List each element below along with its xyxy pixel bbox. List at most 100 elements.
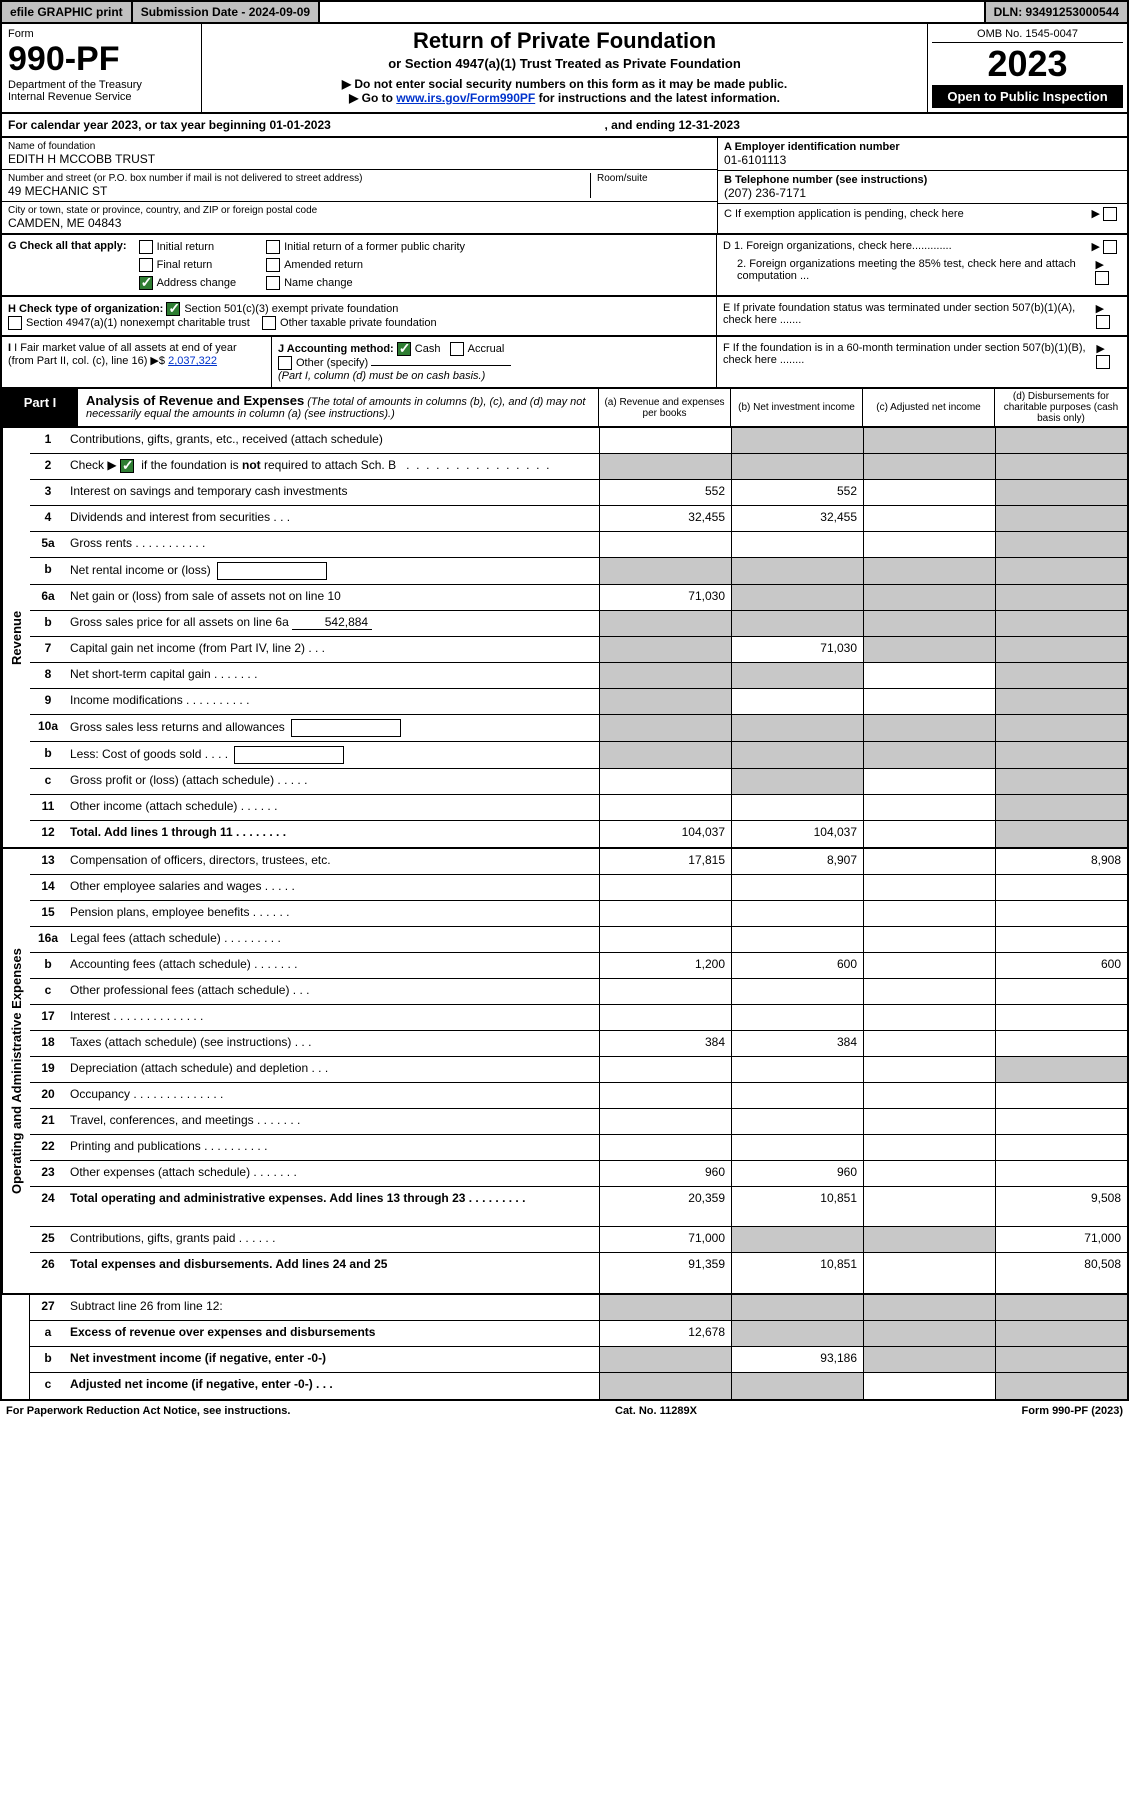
c-exemption-label: C If exemption application is pending, c… [724,208,964,220]
h-e-block: H Check type of organization: Section 50… [0,297,1129,337]
line-26: Total expenses and disbursements. Add li… [66,1253,599,1293]
room-label: Room/suite [597,173,711,184]
part1-label: Part I [2,389,78,426]
open-to-public: Open to Public Inspection [932,85,1123,108]
i-fmv-value[interactable]: 2,037,322 [168,355,217,367]
g-amended-return[interactable] [266,258,280,272]
e-checkbox[interactable] [1096,315,1110,329]
j-accrual[interactable] [450,342,464,356]
line-10b: Less: Cost of goods sold . . . . [66,742,599,768]
line-27: Subtract line 26 from line 12: [66,1295,599,1320]
form-number: 990-PF [8,40,195,79]
page-footer: For Paperwork Reduction Act Notice, see … [0,1401,1129,1421]
line-16c: Other professional fees (attach schedule… [66,979,599,1004]
footer-mid: Cat. No. 11289X [615,1405,697,1417]
line-7: Capital gain net income (from Part IV, l… [66,637,599,662]
line2-checkbox[interactable] [120,459,134,473]
line-19: Depreciation (attach schedule) and deple… [66,1057,599,1082]
efile-label[interactable]: efile GRAPHIC print [2,2,133,22]
submission-date: Submission Date - 2024-09-09 [133,2,320,22]
city-label: City or town, state or province, country… [8,205,711,216]
city-state-zip: CAMDEN, ME 04843 [8,216,711,230]
line-27b: Net investment income (if negative, ente… [66,1347,599,1372]
g-name-change[interactable] [266,276,280,290]
phone-value: (207) 236-7171 [724,186,1121,200]
line-22: Printing and publications . . . . . . . … [66,1135,599,1160]
d1-checkbox[interactable] [1103,240,1117,254]
line-20: Occupancy . . . . . . . . . . . . . . [66,1083,599,1108]
line-27a: Excess of revenue over expenses and disb… [66,1321,599,1346]
g-d-block: G Check all that apply: Initial return I… [0,235,1129,297]
j-note: (Part I, column (d) must be on cash basi… [278,370,485,382]
line-5b: Net rental income or (loss) [66,558,599,584]
irs-label: Internal Revenue Service [8,91,195,103]
top-bar: efile GRAPHIC print Submission Date - 20… [0,0,1129,24]
line-4: Dividends and interest from securities .… [66,506,599,531]
calyear-end: , and ending 12-31-2023 [525,118,1122,132]
revenue-table: Revenue 1Contributions, gifts, grants, e… [0,428,1129,849]
street-address: 49 MECHANIC ST [8,184,584,198]
line-3: Interest on savings and temporary cash i… [66,480,599,505]
j-label: J Accounting method: [278,343,394,355]
j-cash[interactable] [397,342,411,356]
line-10c: Gross profit or (loss) (attach schedule)… [66,769,599,794]
form-header: Form 990-PF Department of the Treasury I… [0,24,1129,114]
phone-label: B Telephone number (see instructions) [724,174,1121,186]
e-label: E If private foundation status was termi… [723,302,1096,329]
dln: DLN: 93491253000544 [984,2,1127,22]
line-11: Other income (attach schedule) . . . . .… [66,795,599,820]
h-label: H Check type of organization: [8,303,163,315]
line-8: Net short-term capital gain . . . . . . … [66,663,599,688]
line-5a: Gross rents . . . . . . . . . . . [66,532,599,557]
calendar-year-row: For calendar year 2023, or tax year begi… [0,114,1129,138]
omb-number: OMB No. 1545-0047 [932,28,1123,43]
form-title: Return of Private Foundation [212,28,917,54]
header-note2: ▶ Go to www.irs.gov/Form990PF for instru… [212,91,917,105]
g-final-return[interactable] [139,258,153,272]
footer-right: Form 990-PF (2023) [1022,1405,1124,1417]
addr-label: Number and street (or P.O. box number if… [8,173,584,184]
revenue-sidelabel: Revenue [2,428,30,847]
header-note1: ▶ Do not enter social security numbers o… [212,77,917,91]
g-initial-return[interactable] [139,240,153,254]
line-15: Pension plans, employee benefits . . . .… [66,901,599,926]
line-12: Total. Add lines 1 through 11 . . . . . … [66,821,599,847]
form990pf-link[interactable]: www.irs.gov/Form990PF [396,91,535,105]
col-c-header: (c) Adjusted net income [863,389,995,426]
h-other-taxable[interactable] [262,316,276,330]
line-2: Check ▶ if the foundation is not require… [66,454,599,479]
dept-label: Department of the Treasury [8,79,195,91]
form-word: Form [8,28,195,40]
f-checkbox[interactable] [1096,355,1110,369]
line-6a: Net gain or (loss) from sale of assets n… [66,585,599,610]
d2-checkbox[interactable] [1095,271,1109,285]
form-subtitle: or Section 4947(a)(1) Trust Treated as P… [212,56,917,71]
g-address-change[interactable] [139,276,153,290]
name-label: Name of foundation [8,141,711,152]
line-27c: Adjusted net income (if negative, enter … [66,1373,599,1399]
g-label: G Check all that apply: [8,240,127,252]
j-other[interactable] [278,356,292,370]
line-24: Total operating and administrative expen… [66,1187,599,1226]
footer-left: For Paperwork Reduction Act Notice, see … [6,1405,290,1417]
line-25: Contributions, gifts, grants paid . . . … [66,1227,599,1252]
expenses-sidelabel: Operating and Administrative Expenses [2,849,30,1293]
foundation-name: EDITH H MCCOBB TRUST [8,152,711,166]
col-d-header: (d) Disbursements for charitable purpose… [995,389,1127,426]
h-4947[interactable] [8,316,22,330]
line-6b: Gross sales price for all assets on line… [66,611,599,636]
line-18: Taxes (attach schedule) (see instruction… [66,1031,599,1056]
line-16b: Accounting fees (attach schedule) . . . … [66,953,599,978]
ein-value: 01-6101113 [724,153,1121,167]
entity-info: Name of foundation EDITH H MCCOBB TRUST … [0,138,1129,235]
f-label: F If the foundation is in a 60-month ter… [723,342,1096,369]
ein-label: A Employer identification number [724,141,1121,153]
subtract-table: 27Subtract line 26 from line 12: aExcess… [0,1295,1129,1401]
col-a-header: (a) Revenue and expenses per books [599,389,731,426]
line-14: Other employee salaries and wages . . . … [66,875,599,900]
h-501c3[interactable] [166,302,180,316]
line-21: Travel, conferences, and meetings . . . … [66,1109,599,1134]
g-initial-return-former[interactable] [266,240,280,254]
c-checkbox[interactable] [1103,207,1117,221]
line-13: Compensation of officers, directors, tru… [66,849,599,874]
